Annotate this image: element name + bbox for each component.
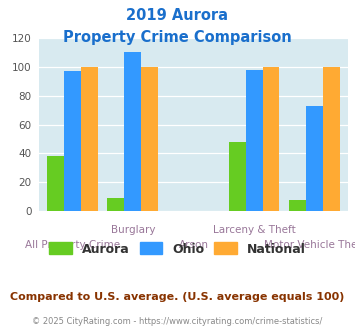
Bar [323,67,340,211]
Bar [47,156,64,211]
Text: Burglary: Burglary [111,225,155,235]
Bar [125,52,141,211]
Bar [108,198,125,211]
Bar [289,200,306,211]
Bar [64,71,81,211]
Bar [246,70,262,211]
Bar [81,67,98,211]
Bar [262,67,279,211]
Bar [141,67,158,211]
Bar [306,106,323,211]
Text: Larceny & Theft: Larceny & Theft [213,225,295,235]
Text: Arson: Arson [179,240,208,250]
Text: Property Crime Comparison: Property Crime Comparison [63,30,292,45]
Text: Motor Vehicle Theft: Motor Vehicle Theft [264,240,355,250]
Bar [229,142,246,211]
Text: 2019 Aurora: 2019 Aurora [126,8,229,23]
Text: All Property Crime: All Property Crime [25,240,120,250]
Legend: Aurora, Ohio, National: Aurora, Ohio, National [46,239,309,259]
Text: Compared to U.S. average. (U.S. average equals 100): Compared to U.S. average. (U.S. average … [10,292,345,302]
Text: © 2025 CityRating.com - https://www.cityrating.com/crime-statistics/: © 2025 CityRating.com - https://www.city… [32,317,323,326]
